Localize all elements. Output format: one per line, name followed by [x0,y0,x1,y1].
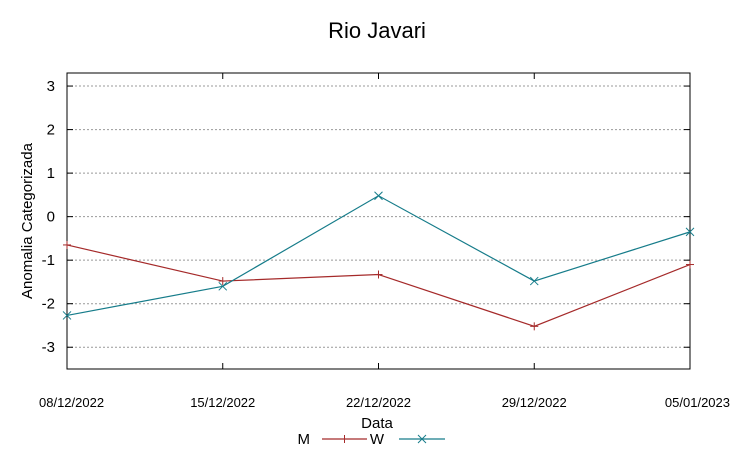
series-group [62,191,695,331]
cross-marker [374,191,383,201]
x-tick-label: 05/01/2023 [665,395,730,410]
cross-marker [685,227,695,237]
x-axis-label: Data [361,415,393,432]
x-tick-label: 29/12/2022 [502,395,567,410]
y-tick-label: 0 [47,209,55,226]
chart-title: Rio Javari [328,18,426,43]
legend-label-w: W [370,431,385,448]
y-tick-label: -3 [42,339,55,356]
cross-marker [62,311,72,320]
cross-marker [417,434,427,444]
y-tick-label: -1 [42,252,55,269]
y-axis-ticks: 3 2 1 0 -1 -2 -3 [42,78,690,356]
y-tick-label: -2 [42,296,55,313]
y-tick-label: 3 [47,78,55,95]
x-tick-label: 08/12/2022 [39,395,104,410]
series-line-w [66,195,691,317]
series-m [63,240,694,331]
y-axis-label: Anomalia Categorizada [19,142,36,299]
y-tick-label: 2 [47,122,55,139]
cross-marker [529,276,539,286]
grid [67,85,690,348]
series-w [62,191,695,320]
plot-frame [66,72,691,370]
series-line-m [66,244,691,327]
legend-label-m: M [298,431,311,448]
cross-marker [218,281,228,291]
x-axis-ticks: 08/12/2022 15/12/2022 22/12/2022 29/12/2022… [39,73,730,410]
x-tick-label: 22/12/2022 [346,395,411,410]
y-tick-label: 1 [47,165,55,182]
x-tick-label: 15/12/2022 [190,395,255,410]
